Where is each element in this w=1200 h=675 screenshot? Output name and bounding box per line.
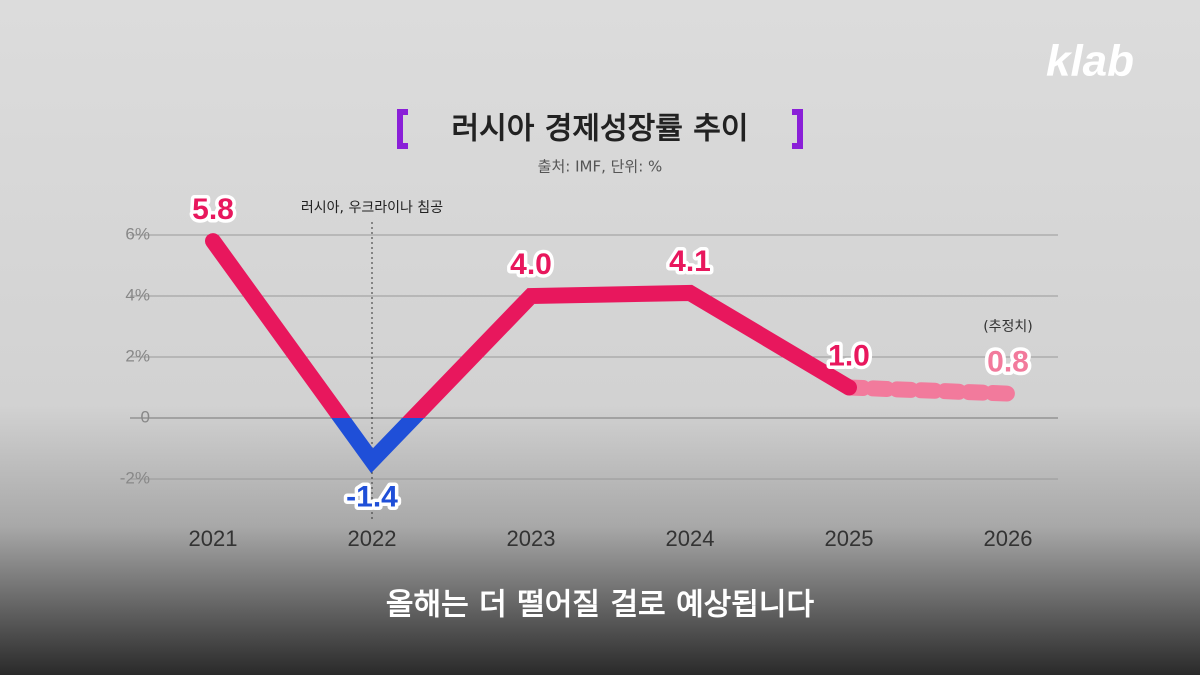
- data-line: [205, 233, 857, 474]
- estimate-line: [841, 379, 1016, 402]
- y-tick-label: 4%: [125, 285, 150, 304]
- y-tick-label: 2%: [125, 346, 150, 365]
- y-tick-label: 0: [141, 407, 150, 426]
- value-label: 0.8: [987, 346, 1029, 379]
- value-label: 4.1: [669, 245, 711, 278]
- value-label: -1.4: [346, 481, 398, 514]
- x-tick-label: 2026: [984, 526, 1033, 551]
- x-tick-label: 2025: [825, 526, 874, 551]
- x-tick-label: 2024: [666, 526, 715, 551]
- x-tick-label: 2023: [507, 526, 556, 551]
- value-label: 4.0: [510, 248, 552, 281]
- y-tick-label: -2%: [120, 468, 150, 487]
- title-bracket: [397, 109, 408, 149]
- chart-subtitle: 출처: IMF, 단위: %: [538, 158, 663, 176]
- estimate-label: (추정치): [983, 319, 1033, 335]
- logo: klab: [1046, 37, 1134, 86]
- x-tick-label: 2022: [348, 526, 397, 551]
- y-tick-label: 6%: [125, 224, 150, 243]
- value-label: 5.8: [192, 193, 234, 226]
- title-bracket: [792, 109, 803, 149]
- annotation: 러시아, 우크라이나 침공: [301, 200, 443, 216]
- x-tick-label: 2021: [189, 526, 238, 551]
- caption: 올해는 더 떨어질 걸로 예상됩니다: [386, 588, 815, 623]
- chart-title: 러시아 경제성장률 추이: [452, 112, 749, 147]
- value-label: 1.0: [828, 339, 870, 372]
